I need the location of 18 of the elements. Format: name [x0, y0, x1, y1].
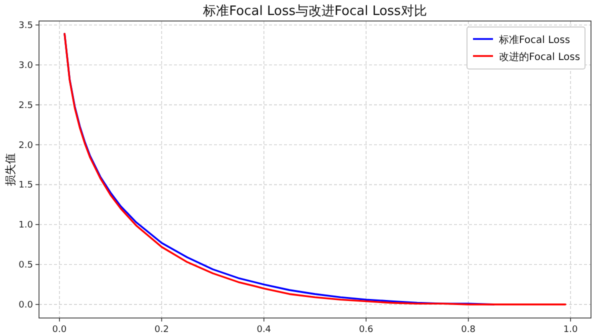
y-tick-label: 0.5: [18, 260, 33, 271]
x-tick-label: 0.0: [52, 325, 67, 335]
y-axis-title: 损失值: [4, 153, 17, 186]
x-tick-label: 0.8: [461, 325, 476, 335]
chart-title: 标准Focal Loss与改进Focal Loss对比: [202, 4, 427, 19]
y-tick-label: 1.0: [18, 220, 34, 231]
y-tick-label: 0.0: [18, 300, 34, 310]
x-tick-label: 0.4: [256, 325, 272, 335]
legend-label: 改进的Focal Loss: [499, 51, 580, 63]
y-tick-label: 3.0: [18, 60, 34, 71]
y-tick-label: 2.0: [18, 140, 34, 151]
x-tick-label: 0.2: [154, 325, 169, 335]
legend-label: 标准Focal Loss: [498, 34, 570, 46]
y-tick-label: 3.5: [18, 20, 33, 31]
y-tick-label: 2.5: [18, 100, 33, 111]
x-tick-label: 0.6: [358, 325, 374, 335]
x-tick-label: 1.0: [563, 325, 578, 335]
y-tick-label: 1.5: [18, 180, 33, 191]
